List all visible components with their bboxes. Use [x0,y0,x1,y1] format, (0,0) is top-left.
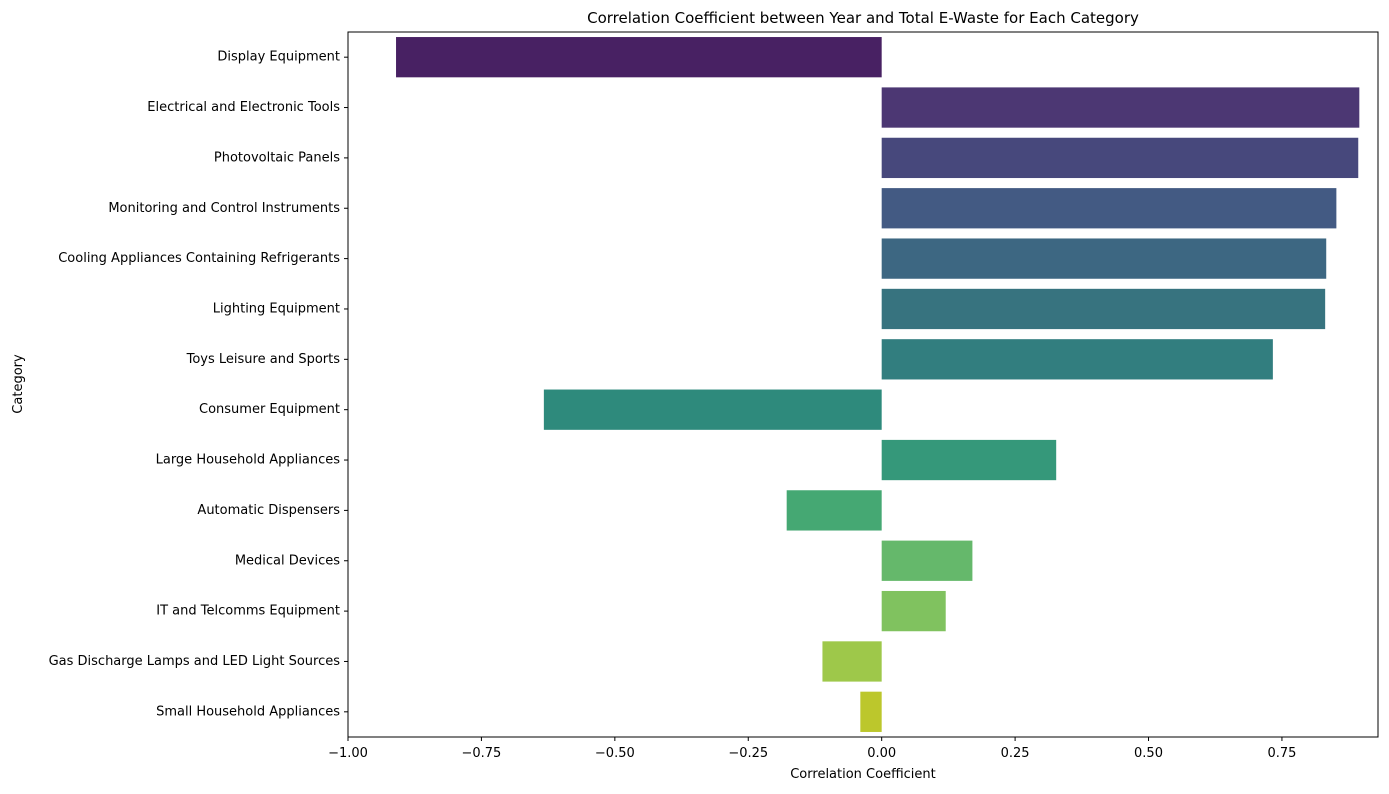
bar [881,339,1273,380]
y-category-label: Small Household Appliances [156,704,340,719]
y-category-label: Photovoltaic Panels [214,150,340,165]
bar [396,37,882,78]
y-category-label: Cooling Appliances Containing Refrigeran… [58,251,340,266]
y-category-label: IT and Telcomms Equipment [156,604,340,619]
plot-frame [347,31,1379,738]
bar [786,490,882,531]
y-category-label: Toys Leisure and Sports [186,352,341,367]
x-tick-label: 0.75 [1267,746,1296,761]
bar [881,288,1326,330]
bar [860,691,882,732]
x-tick-label: −0.50 [595,746,635,761]
bar [881,188,1337,229]
x-tick-label: 0.50 [1134,746,1163,761]
x-tick-group: −1.00 −0.75 −0.50 −0.25 0.00 0.25 0.50 0.75 [328,737,1296,761]
x-tick-label: −1.00 [328,746,368,761]
y-category-label: Large Household Appliances [156,453,341,468]
bar [881,590,946,632]
bars-group [396,37,1360,732]
bar [881,238,1327,279]
y-category-labels: Display Equipment Electrical and Electron… [49,50,348,719]
y-category-label: Gas Discharge Lamps and LED Light Source… [49,654,341,669]
y-category-label: Electrical and Electronic Tools [147,100,340,115]
x-tick-label: 0.25 [1001,746,1030,761]
y-category-label: Display Equipment [217,50,340,65]
y-category-label: Consumer Equipment [199,402,340,417]
x-tick-label: 0.00 [867,746,896,761]
bar [543,389,882,430]
x-axis-label: Correlation Coefficient [790,767,936,782]
y-category-label: Automatic Dispensers [197,503,340,518]
bar [822,641,882,682]
bar [881,439,1057,481]
bar [881,87,1360,128]
y-axis-label: Category [11,354,26,414]
y-category-label: Monitoring and Control Instruments [108,201,340,216]
bar [881,137,1359,179]
y-category-label: Lighting Equipment [213,301,340,316]
bar [881,540,973,581]
x-tick-label: −0.25 [728,746,768,761]
y-category-label: Medical Devices [235,553,340,568]
x-tick-label: −0.75 [461,746,501,761]
chart-title: Correlation Coefficient between Year and… [587,9,1139,27]
